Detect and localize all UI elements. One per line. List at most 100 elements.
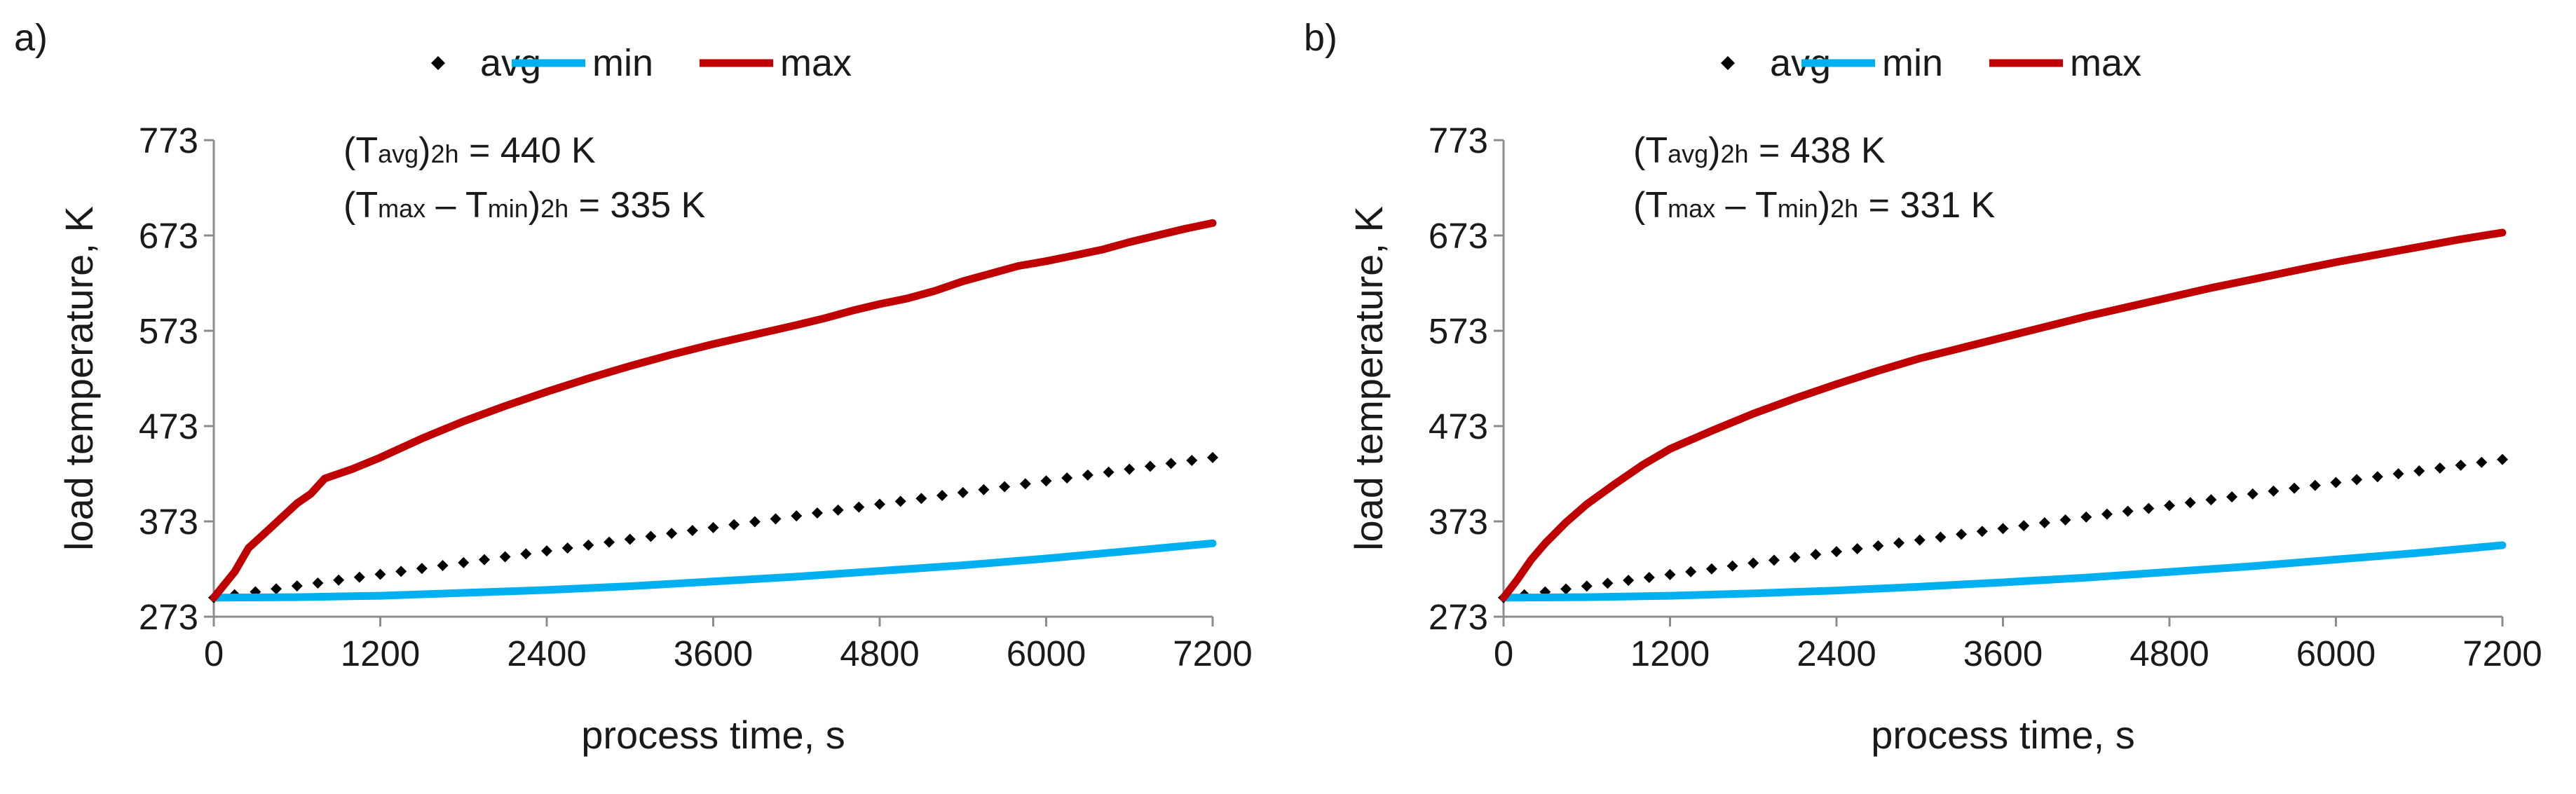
avg-point xyxy=(1019,478,1031,490)
avg-point xyxy=(561,542,573,554)
y-tick-label: 573 xyxy=(139,311,198,351)
y-tick-label: 373 xyxy=(139,502,198,542)
avg-point xyxy=(1560,583,1572,595)
y-tick-label: 373 xyxy=(1429,502,1488,542)
avg-point xyxy=(416,563,428,575)
y-axis-title: load temperature, K xyxy=(57,206,101,551)
avg-point xyxy=(1186,455,1198,467)
avg-point xyxy=(686,525,698,537)
avg-point xyxy=(2018,520,2030,532)
avg-point xyxy=(707,521,719,533)
y-tick-label: 573 xyxy=(1429,311,1488,351)
avg-point xyxy=(2455,459,2467,471)
avg-point xyxy=(1040,475,1052,487)
avg-point xyxy=(1726,560,1738,572)
avg-point xyxy=(1956,528,1968,540)
avg-point xyxy=(291,580,303,592)
legend-marker-avg xyxy=(431,56,445,70)
x-tick-label: 2400 xyxy=(507,634,586,673)
avg-point xyxy=(1685,566,1697,577)
y-tick-label: 673 xyxy=(1429,216,1488,256)
avg-point xyxy=(312,577,324,589)
y-tick-label: 473 xyxy=(139,406,198,446)
avg-point xyxy=(1581,580,1593,592)
avg-point xyxy=(1061,472,1073,484)
avg-point xyxy=(2351,474,2363,486)
avg-point xyxy=(2434,462,2446,474)
series-min-line xyxy=(210,539,1217,602)
avg-point xyxy=(624,533,636,545)
avg-point xyxy=(645,531,657,542)
avg-point xyxy=(1623,575,1635,587)
x-tick-label: 4800 xyxy=(840,634,919,673)
avg-point xyxy=(1935,531,1947,543)
avg-point xyxy=(1851,542,1863,554)
avg-point xyxy=(2101,508,2113,520)
avg-point xyxy=(2268,485,2279,497)
avg-point xyxy=(2164,500,2175,512)
avg-point xyxy=(666,528,678,540)
avg-point xyxy=(1976,526,1988,538)
avg-point xyxy=(2184,497,2196,509)
chart-a: a) 273 373 473 573 673 773 0 1200 2400 3600 4800 600… xyxy=(14,17,1253,757)
avg-point xyxy=(374,568,386,580)
avg-point xyxy=(582,539,594,551)
x-tick-label: 2400 xyxy=(1797,634,1876,673)
panel-label: b) xyxy=(1304,17,1337,59)
y-tick-label: 473 xyxy=(1429,406,1488,446)
avg-point xyxy=(2205,494,2217,506)
avg-point xyxy=(978,484,990,495)
x-tick-label: 1200 xyxy=(341,634,420,673)
avg-point xyxy=(1602,577,1614,589)
avg-point xyxy=(2413,465,2425,477)
avg-point xyxy=(894,495,906,507)
y-tick-label: 273 xyxy=(139,597,198,637)
avg-point xyxy=(2038,516,2050,528)
avg-point xyxy=(1124,463,1136,475)
annotation-range: (Tmax – Tmin)2h = 331 K xyxy=(1633,185,1996,226)
avg-point xyxy=(2080,511,2092,523)
series-max-line xyxy=(210,219,1217,602)
avg-point xyxy=(1165,458,1177,470)
avg-point xyxy=(2371,471,2383,483)
legend-marker-avg xyxy=(1721,56,1735,70)
avg-point xyxy=(853,501,865,513)
avg-point xyxy=(437,559,449,571)
avg-point xyxy=(1082,469,1093,481)
avg-point xyxy=(957,486,969,498)
avg-point xyxy=(499,551,511,563)
x-tick-label: 0 xyxy=(204,634,224,673)
avg-point xyxy=(333,574,345,586)
x-axis-title: process time, s xyxy=(581,713,845,757)
series-min-line xyxy=(1499,541,2507,602)
avg-point xyxy=(1810,549,1822,561)
panel-label: a) xyxy=(14,17,48,59)
avg-point xyxy=(541,545,552,557)
x-tick-label: 3600 xyxy=(674,634,753,673)
avg-point xyxy=(2309,479,2321,491)
annotation-avg: (Tavg)2h = 438 K xyxy=(1633,130,1886,171)
legend: avg min max xyxy=(431,42,852,84)
x-tick-label: 0 xyxy=(1494,634,1513,673)
x-tick-label: 6000 xyxy=(1007,634,1086,673)
x-tick-label: 3600 xyxy=(1963,634,2043,673)
avg-point xyxy=(271,583,282,595)
y-tick-label: 273 xyxy=(1429,597,1488,637)
avg-point xyxy=(791,510,803,522)
avg-point xyxy=(2143,502,2155,514)
y-tick-label: 773 xyxy=(1429,121,1488,160)
avg-point xyxy=(2330,477,2342,488)
series-max-line xyxy=(1499,228,2507,602)
avg-point xyxy=(811,507,823,519)
avg-point xyxy=(478,554,490,566)
avg-point xyxy=(1643,572,1655,584)
x-tick-label: 7200 xyxy=(2462,634,2542,673)
avg-point xyxy=(999,481,1011,493)
annotation-avg: (Tavg)2h = 440 K xyxy=(343,130,596,171)
y-tick-label: 673 xyxy=(139,216,198,256)
legend: avg min max xyxy=(1721,42,2141,84)
avg-point xyxy=(2476,456,2488,468)
avg-point xyxy=(1872,540,1884,552)
avg-point xyxy=(353,571,365,583)
x-tick-label: 7200 xyxy=(1173,634,1252,673)
